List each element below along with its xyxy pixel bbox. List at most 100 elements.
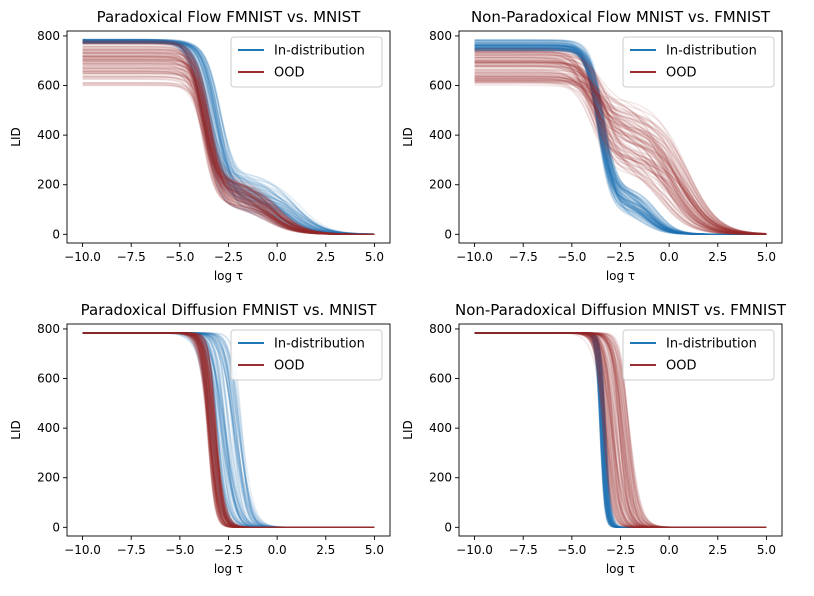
series-curve (82, 51, 375, 236)
series-curve (82, 42, 375, 236)
x-tick-label: 0.0 (268, 543, 287, 557)
x-tick-label: −5.0 (557, 250, 586, 264)
x-tick-label: −7.5 (117, 543, 146, 557)
series-curve (474, 53, 767, 235)
series-curve (82, 77, 375, 236)
series-curve (82, 332, 375, 529)
series-curve (82, 42, 375, 236)
series-curve (82, 41, 375, 236)
series-curve (474, 47, 767, 236)
series-curve (82, 332, 375, 529)
series-curve (474, 49, 767, 236)
y-tick-label: 200 (37, 471, 60, 485)
series-curve (474, 44, 767, 236)
series-curve (82, 61, 375, 236)
series-curve (474, 43, 767, 236)
series-curve (474, 62, 767, 235)
series-curve (82, 58, 375, 236)
series-curve (474, 79, 767, 235)
series-curve (474, 54, 767, 235)
series-curve (82, 59, 375, 236)
x-tick-label: 2.5 (708, 250, 727, 264)
series-curve (82, 41, 375, 236)
series-curve (82, 66, 375, 236)
series-curve (82, 332, 375, 529)
series-curve (82, 332, 375, 529)
series-curve (474, 44, 767, 236)
series-curve (474, 44, 767, 236)
x-tick-label: 5.0 (365, 543, 384, 557)
series-curve (474, 49, 767, 235)
series-curve (474, 50, 767, 235)
series-in-distribution-curves (82, 332, 375, 529)
series-curve (82, 45, 375, 236)
series-curve (474, 48, 767, 236)
series-curve (474, 79, 767, 235)
series-curve (82, 332, 375, 529)
series-curve (82, 75, 375, 236)
series-curve (82, 46, 375, 236)
series-curve (82, 48, 375, 236)
series-curve (82, 40, 375, 236)
series-curve (474, 81, 767, 235)
series-curve (474, 44, 767, 236)
series-curve (474, 49, 767, 236)
x-tick-label: −2.5 (214, 250, 243, 264)
series-curve (82, 332, 375, 529)
series-curve (82, 332, 375, 529)
series-curve (82, 332, 375, 529)
y-tick-label: 600 (37, 79, 60, 93)
series-curve (474, 57, 767, 235)
series-curve (82, 332, 375, 529)
series-curve (82, 332, 375, 529)
series-curve (474, 52, 767, 235)
series-curve (474, 47, 767, 236)
series-curve (82, 332, 375, 529)
series-curve (474, 43, 767, 236)
series-curve (82, 42, 375, 235)
series-curve (82, 332, 375, 529)
series-curve (474, 55, 767, 235)
subplot-4: −10.0 −7.5 −5.0 −2.5 0.0 2.5 5.0 0 200 400 600 800N… (401, 301, 787, 576)
series-curve (82, 40, 375, 236)
series-curve (474, 61, 767, 235)
series-curve (82, 332, 375, 529)
series-curve (82, 41, 375, 236)
series-curve (474, 69, 767, 235)
series-curve (474, 45, 767, 236)
series-curve (82, 332, 375, 529)
series-curve (82, 43, 375, 236)
series-curve (82, 41, 375, 235)
series-curve (82, 332, 375, 529)
series-ood-curves (82, 39, 375, 236)
series-curve (474, 56, 767, 235)
series-curve (474, 72, 767, 236)
x-tick-label: −7.5 (509, 543, 538, 557)
series-curve (82, 72, 375, 236)
series-curve (82, 332, 375, 529)
series-curve (474, 49, 767, 236)
series-curve (82, 39, 375, 235)
series-curve (82, 39, 375, 236)
series-curve (474, 79, 767, 235)
series-curve (82, 332, 375, 529)
series-curve (474, 77, 767, 235)
series-curve (474, 61, 767, 236)
series-curve (82, 332, 375, 529)
series-curve (474, 44, 767, 236)
series-curve (474, 82, 767, 235)
series-curve (474, 77, 767, 235)
series-curve (82, 332, 375, 529)
series-curve (474, 40, 767, 236)
series-curve (82, 53, 375, 236)
series-curve (82, 332, 375, 529)
series-curve (82, 40, 375, 236)
series-curve (82, 39, 375, 235)
series-curve (474, 65, 767, 235)
series-curve (474, 59, 767, 235)
series-curve (82, 332, 375, 529)
x-axis-label: log τ (214, 562, 243, 576)
series-curve (82, 39, 375, 236)
y-tick-label: 800 (429, 322, 452, 336)
series-curve (82, 41, 375, 236)
